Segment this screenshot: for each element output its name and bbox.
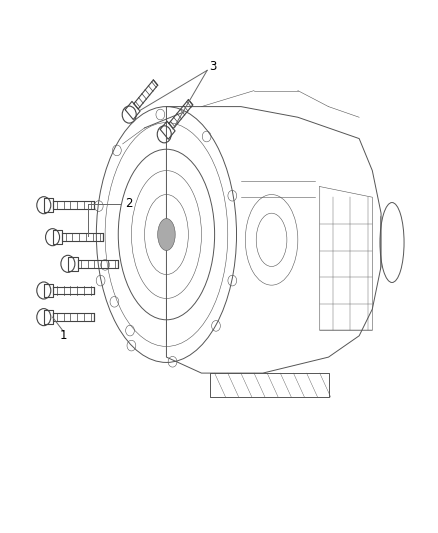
Text: 1: 1	[60, 329, 67, 342]
Text: 3: 3	[209, 60, 216, 73]
Ellipse shape	[158, 219, 175, 251]
Text: 2: 2	[125, 197, 132, 210]
